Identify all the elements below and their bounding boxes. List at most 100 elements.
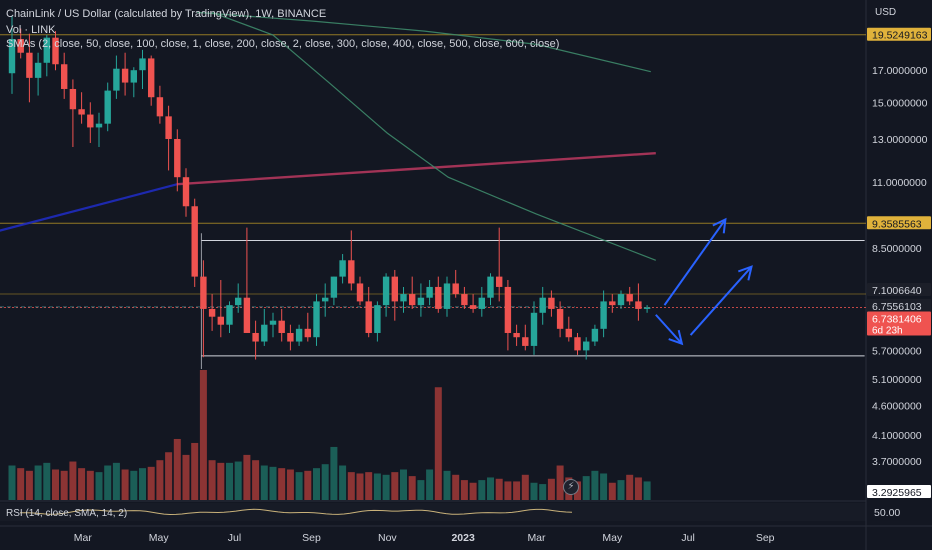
volume-bar xyxy=(52,469,59,500)
time-tick-label: 2023 xyxy=(451,532,475,544)
volume-bar xyxy=(426,469,434,500)
candle-body xyxy=(226,305,233,325)
rsi-legend: RSI (14, close, SMA, 14, 2) xyxy=(6,508,128,519)
candle-body xyxy=(252,332,259,342)
candle-body xyxy=(278,320,285,333)
candle xyxy=(339,254,346,284)
candle-body xyxy=(287,332,294,342)
candle xyxy=(252,320,259,360)
candle-body xyxy=(87,114,94,128)
candle xyxy=(217,280,224,338)
volume-bar xyxy=(86,470,94,500)
candle-body xyxy=(443,283,451,309)
candle-body xyxy=(409,294,416,306)
candle-body xyxy=(565,328,572,338)
price-label: 6.7556103 xyxy=(872,301,922,313)
candle xyxy=(400,286,407,313)
candle xyxy=(165,105,172,171)
volume-bar xyxy=(208,460,216,500)
volume-bar xyxy=(417,480,425,500)
candle-body xyxy=(26,52,33,78)
candle xyxy=(583,337,590,360)
volume-bar xyxy=(339,465,347,500)
volume-bar xyxy=(304,470,312,500)
time-tick-label: May xyxy=(602,532,623,544)
candle xyxy=(226,301,233,333)
candle xyxy=(365,286,372,338)
candle xyxy=(635,283,642,321)
candle-body xyxy=(548,297,555,309)
candle xyxy=(139,49,146,89)
volume-bar xyxy=(60,470,68,500)
volume-bar xyxy=(286,469,294,500)
volume-bar xyxy=(521,474,529,500)
candle-body xyxy=(513,332,520,338)
candle-body xyxy=(382,276,390,306)
candle xyxy=(443,276,451,317)
volume-bar xyxy=(547,478,555,500)
volume-bar xyxy=(269,466,277,500)
volume-bar xyxy=(43,462,51,500)
time-tick-label: Mar xyxy=(527,532,546,544)
candle xyxy=(600,290,607,338)
candle-body xyxy=(208,308,216,317)
price-tick-label: 8.5000000 xyxy=(872,243,922,255)
candle xyxy=(200,260,207,358)
volume-bar xyxy=(321,464,329,500)
candle xyxy=(356,276,364,306)
forecast-arrow xyxy=(655,314,684,346)
candle xyxy=(435,276,442,313)
price-label: 6.7381406 xyxy=(872,313,922,325)
time-tick-label: Jul xyxy=(228,532,241,544)
candle xyxy=(261,308,268,346)
time-tick-label: Sep xyxy=(302,532,321,544)
candle-body xyxy=(522,337,529,346)
candle xyxy=(556,301,564,338)
volume-bar xyxy=(608,482,616,500)
price-tick-label: 4.6000000 xyxy=(872,400,922,412)
price-tick-label: 3.7000000 xyxy=(872,456,922,468)
volume-bar xyxy=(643,481,651,500)
candle-body xyxy=(148,58,155,98)
candle-body xyxy=(417,297,425,306)
candle xyxy=(530,301,538,355)
candle-body xyxy=(426,286,433,298)
candle xyxy=(304,312,311,342)
volume-bar xyxy=(182,454,190,500)
candle-body xyxy=(435,286,442,309)
candle xyxy=(313,294,320,346)
candle-body xyxy=(61,64,68,89)
volume-bar xyxy=(199,370,207,500)
volume-bar xyxy=(400,469,407,500)
volume-bar xyxy=(147,466,155,500)
candle xyxy=(78,92,85,124)
volume-bar xyxy=(460,480,468,500)
candle-body xyxy=(17,39,24,53)
arrow-head xyxy=(737,265,753,281)
price-label-countdown: 6d 23h xyxy=(872,325,903,336)
sma-line xyxy=(197,11,651,73)
candle-body xyxy=(400,294,407,302)
candle-body xyxy=(391,276,398,302)
volume-bar xyxy=(191,442,199,500)
candle-body xyxy=(583,341,590,351)
chart-title: ChainLink / US Dollar (calculated by Tra… xyxy=(6,8,327,20)
candle xyxy=(17,28,24,59)
candle xyxy=(548,290,555,317)
candle-body xyxy=(235,297,242,306)
volume-bar xyxy=(156,460,164,500)
price-label-box xyxy=(867,283,931,297)
candle-body xyxy=(322,297,329,302)
lightning-bolt-icon[interactable]: ⚡ xyxy=(563,479,579,495)
candle-body xyxy=(478,297,485,309)
candle-body xyxy=(69,88,77,110)
volume-bar xyxy=(591,470,599,500)
candle-body xyxy=(461,294,468,306)
candle-body xyxy=(182,177,190,207)
volume-bar xyxy=(130,470,138,500)
volume-bar xyxy=(495,478,503,500)
volume-bar xyxy=(347,472,355,500)
volume-bar xyxy=(408,476,416,500)
candle-body xyxy=(295,328,303,342)
